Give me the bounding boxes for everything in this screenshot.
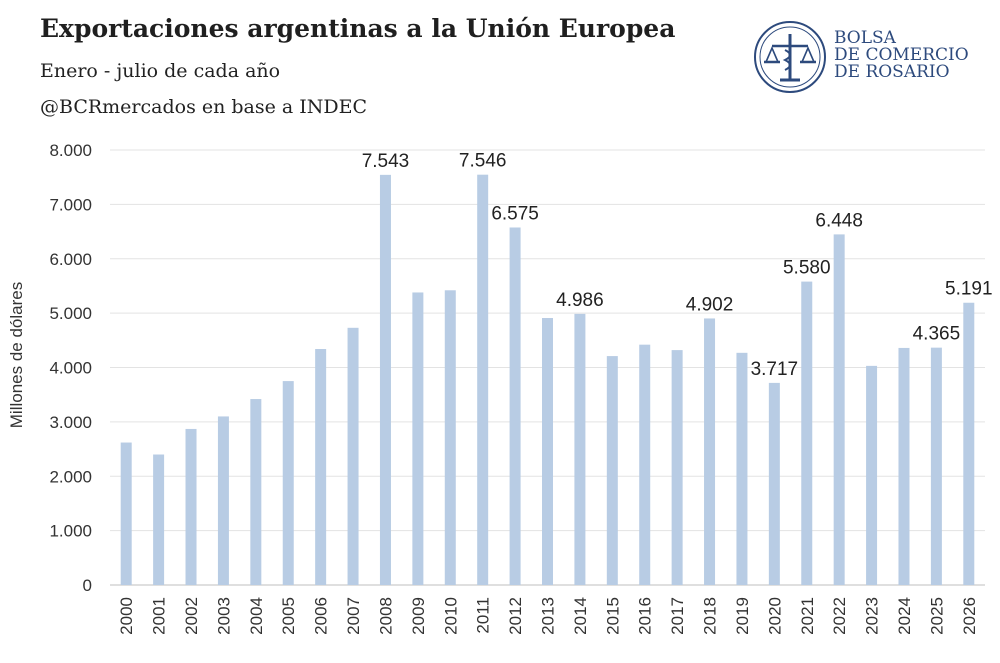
- bar-2003: [217, 416, 229, 585]
- x-tick-label: 2019: [733, 597, 752, 635]
- x-tick-label: 2010: [441, 597, 460, 635]
- data-label-2021: 5.580: [783, 258, 831, 279]
- x-tick-label: 2025: [927, 597, 946, 635]
- bar-2000: [120, 442, 132, 585]
- y-tick-label: 3.000: [49, 413, 92, 432]
- x-tick-label: 2015: [603, 597, 622, 635]
- x-tick-label: 2013: [539, 597, 558, 635]
- logo-line-2: DE COMERCIO: [834, 45, 969, 65]
- x-tick-label: 2016: [636, 597, 655, 635]
- bcr-logo: BOLSA DE COMERCIO DE ROSARIO: [752, 20, 984, 94]
- bar-2021: [801, 281, 813, 585]
- x-tick-label: 2023: [863, 597, 882, 635]
- y-tick-label: 7.000: [49, 195, 92, 214]
- logo-line-3: DE ROSARIO: [834, 62, 950, 82]
- bar-2012: [509, 227, 521, 585]
- y-tick-label: 0: [83, 576, 92, 595]
- bar-2015: [606, 356, 618, 585]
- bar-2001: [153, 454, 165, 585]
- bar-2018: [704, 318, 716, 585]
- data-label-2020: 3.717: [751, 359, 799, 380]
- bar-2024: [898, 347, 910, 585]
- y-tick-label: 8.000: [49, 141, 92, 160]
- x-tick-label: 2005: [279, 597, 298, 635]
- y-tick-label: 1.000: [49, 522, 92, 541]
- y-tick-label: 4.000: [49, 359, 92, 378]
- bar-2013: [542, 318, 553, 585]
- bar-2019: [736, 352, 748, 585]
- bar-2006: [315, 349, 327, 585]
- chart-source: @BCRmercados en base a INDEC: [40, 96, 368, 118]
- x-tick-label: 2000: [117, 597, 136, 635]
- chart-title: Exportaciones argentinas a la Unión Euro…: [40, 14, 676, 43]
- data-label-2014: 4.986: [556, 290, 604, 311]
- data-label-2012: 6.575: [491, 203, 539, 224]
- bar-2014: [574, 313, 586, 585]
- bar-2011: [477, 174, 489, 585]
- y-tick-label: 2.000: [49, 467, 92, 486]
- data-label-2022: 6.448: [815, 210, 863, 231]
- y-tick-label: 5.000: [49, 304, 92, 323]
- x-tick-label: 2012: [506, 597, 525, 635]
- bar-2022: [833, 234, 845, 585]
- x-tick-label: 2011: [474, 597, 493, 634]
- bar-2008: [379, 174, 391, 586]
- x-tick-label: 2020: [765, 597, 784, 635]
- logo-line-1: BOLSA: [834, 28, 896, 48]
- x-tick-label: 2002: [182, 597, 201, 635]
- x-tick-label: 2006: [312, 597, 331, 635]
- x-tick-label: 2021: [798, 597, 817, 635]
- bar-2002: [185, 428, 197, 585]
- x-tick-label: 2001: [150, 597, 169, 635]
- x-tick-label: 2003: [214, 597, 233, 635]
- y-tick-label: 6.000: [49, 250, 92, 269]
- x-tick-label: 2008: [376, 597, 395, 635]
- bar-2007: [347, 327, 359, 585]
- bar-2016: [639, 344, 651, 585]
- bar-2020: [768, 382, 780, 585]
- bar-2025: [930, 347, 942, 585]
- x-tick-label: 2017: [668, 597, 687, 635]
- bar-2004: [250, 399, 262, 585]
- bcr-emblem-icon: [754, 21, 826, 93]
- bar-2010: [444, 290, 456, 585]
- x-tick-label: 2007: [344, 597, 363, 635]
- bar-2026: [963, 302, 975, 585]
- data-label-2008: 7.543: [362, 151, 410, 172]
- bar-2009: [412, 292, 424, 585]
- x-tick-label: 2024: [895, 597, 914, 635]
- x-tick-label: 2022: [830, 597, 849, 635]
- bar-2005: [282, 381, 294, 585]
- bar-2017: [671, 350, 683, 585]
- data-label-2018: 4.902: [686, 294, 734, 315]
- x-tick-label: 2018: [701, 597, 720, 635]
- x-tick-label: 2009: [409, 597, 428, 635]
- x-tick-label: 2004: [247, 597, 266, 635]
- data-label-2025: 4.365: [913, 324, 961, 345]
- data-label-2026: 5.191: [945, 279, 993, 300]
- data-label-2011: 7.546: [459, 151, 507, 172]
- x-tick-label: 2026: [960, 597, 979, 635]
- y-axis-label: Millones de dólares: [7, 282, 26, 428]
- chart-subtitle: Enero - julio de cada año: [40, 60, 281, 82]
- bar-2023: [866, 365, 878, 585]
- x-tick-label: 2014: [571, 597, 590, 635]
